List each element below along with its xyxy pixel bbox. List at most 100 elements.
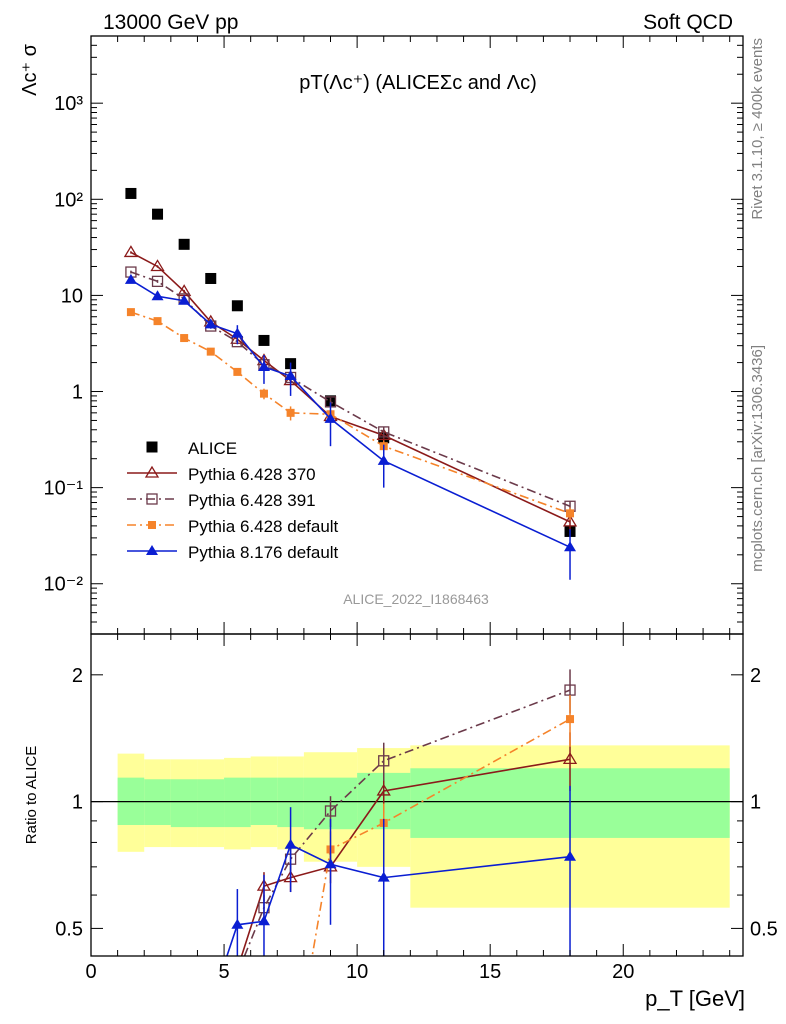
ratio-y-tick-label: 0.5 <box>55 918 83 940</box>
ratio-point-py370 <box>376 783 391 796</box>
data-point-py8 <box>377 454 390 465</box>
legend-item-py8: Pythia 8.176 default <box>127 543 339 562</box>
data-point-alice <box>125 187 137 199</box>
data-point-py8 <box>257 360 270 371</box>
data-point-alice <box>152 208 164 220</box>
data-point-alice <box>258 334 270 346</box>
data-point-pydef <box>206 347 215 356</box>
data-point-py391 <box>378 426 390 438</box>
series-line-py391 <box>130 271 571 508</box>
ratio-point-py8 <box>564 850 577 861</box>
side-label-bottom: mcplots.cern.ch [arXiv:1306.3436] <box>749 345 766 572</box>
uncertainty-band-inner <box>197 779 225 828</box>
legend-label: ALICE <box>188 439 237 458</box>
legend-marker <box>146 441 158 453</box>
ratio-y-tick-label-right: 1 <box>750 792 761 814</box>
y-tick-label: 10⁻² <box>44 574 84 596</box>
data-point-py8 <box>564 541 577 552</box>
x-tick-label: 10 <box>346 961 368 983</box>
ratio-y-axis-label: Ratio to ALICE <box>23 746 40 844</box>
data-point-pydef <box>153 317 162 326</box>
data-point-py370 <box>150 259 165 272</box>
watermark: ALICE_2022_I1868463 <box>343 591 489 607</box>
data-point-py370 <box>123 245 139 258</box>
data-point-pydef <box>180 334 189 343</box>
ratio-point-py8 <box>377 871 390 882</box>
ratio-y-tick-label: 1 <box>72 792 83 814</box>
x-tick-label: 15 <box>479 961 501 983</box>
data-point-py8 <box>231 327 244 338</box>
series-py370 <box>123 245 578 531</box>
legend-marker <box>146 545 158 555</box>
header-left: 13000 GeV pp <box>103 11 238 34</box>
ratio-point-py8 <box>284 838 297 849</box>
ratio-panel: 0.5 0.51 12 20 5 10 15 20 <box>55 633 778 1008</box>
ratio-line-py370 <box>240 758 571 956</box>
legend-item-alice: ALICE <box>146 439 237 458</box>
ratio-point-py391 <box>324 805 337 817</box>
data-point-py8 <box>124 273 137 284</box>
ratio-point-py8 <box>324 858 337 869</box>
series-line-py8 <box>130 279 571 548</box>
series-pydef <box>126 308 575 521</box>
legend: ALICE Pythia 6.428 370 Pythia 6.428 391 Pyt… <box>127 439 339 562</box>
legend-label: Pythia 6.428 391 <box>188 491 316 510</box>
ratio-line-pydef <box>311 718 571 956</box>
series-line-pydef <box>130 311 571 515</box>
data-point-pydef <box>259 389 268 398</box>
series-alice <box>125 187 576 537</box>
data-point-alice <box>205 272 217 284</box>
data-point-alice <box>178 238 190 250</box>
ratio-point-py8 <box>257 915 270 926</box>
ratio-y-tick-label-right: 2 <box>750 665 761 687</box>
data-point-pydef <box>566 509 575 518</box>
ratio-point-py8 <box>231 918 244 929</box>
legend-item-pydef: Pythia 6.428 default <box>127 517 339 536</box>
data-point-py370 <box>562 514 578 527</box>
ratio-y-tick-label: 2 <box>72 665 83 687</box>
y-tick-label: 10⁻¹ <box>44 478 84 500</box>
ratio-point-py391 <box>564 684 576 696</box>
ratio-y-tick-label-right: 0.5 <box>750 918 778 940</box>
legend-label: Pythia 6.428 default <box>188 517 339 536</box>
x-axis-label: p_T [GeV] <box>645 986 745 1011</box>
ratio-point-py391 <box>378 755 390 767</box>
ratio-point-py8 <box>205 998 217 1008</box>
x-tick-label: 0 <box>85 961 96 983</box>
data-point-py8 <box>324 412 337 423</box>
ratio-plot-area <box>91 669 743 1008</box>
main-y-axis-label: Λc⁺ σ <box>19 43 41 95</box>
y-tick-label: 1 <box>72 382 83 404</box>
main-title: pT(Λc⁺) (ALICEΣc and Λc) <box>299 72 536 94</box>
series-py8 <box>124 273 577 580</box>
main-panel: 10⁻² 10⁻¹ 1 10 10² 10³ <box>44 35 744 635</box>
data-point-pydef <box>126 308 135 317</box>
ratio-point-pydef <box>566 715 575 724</box>
data-point-alice <box>231 300 243 312</box>
legend-marker <box>148 521 156 529</box>
ratio-point-py370 <box>231 963 243 973</box>
data-point-py391 <box>151 275 164 288</box>
legend-marker <box>144 465 160 478</box>
x-tick-label: 20 <box>612 961 634 983</box>
side-label-top: Rivet 3.1.10, ≥ 400k events <box>749 38 766 220</box>
legend-label: Pythia 8.176 default <box>188 543 339 562</box>
ratio-point-pydef <box>300 1000 308 1008</box>
ratio-series-py8 <box>205 785 577 1008</box>
data-point-pydef <box>233 367 242 376</box>
data-point-py8 <box>178 294 191 305</box>
uncertainty-band-inner <box>224 777 251 828</box>
y-tick-label: 10² <box>54 189 83 211</box>
uncertainty-band-inner <box>170 779 198 828</box>
y-tick-label: 10 <box>61 285 83 307</box>
ratio-frame <box>90 633 744 957</box>
data-point-py8 <box>284 370 297 381</box>
data-point-py8 <box>151 290 164 301</box>
header-right: Soft QCD <box>643 11 733 34</box>
ratio-line-py391 <box>243 689 571 956</box>
x-tick-label: 5 <box>218 961 229 983</box>
legend-label: Pythia 6.428 370 <box>188 465 316 484</box>
y-tick-label: 10³ <box>54 93 83 115</box>
data-point-py370 <box>376 428 391 440</box>
